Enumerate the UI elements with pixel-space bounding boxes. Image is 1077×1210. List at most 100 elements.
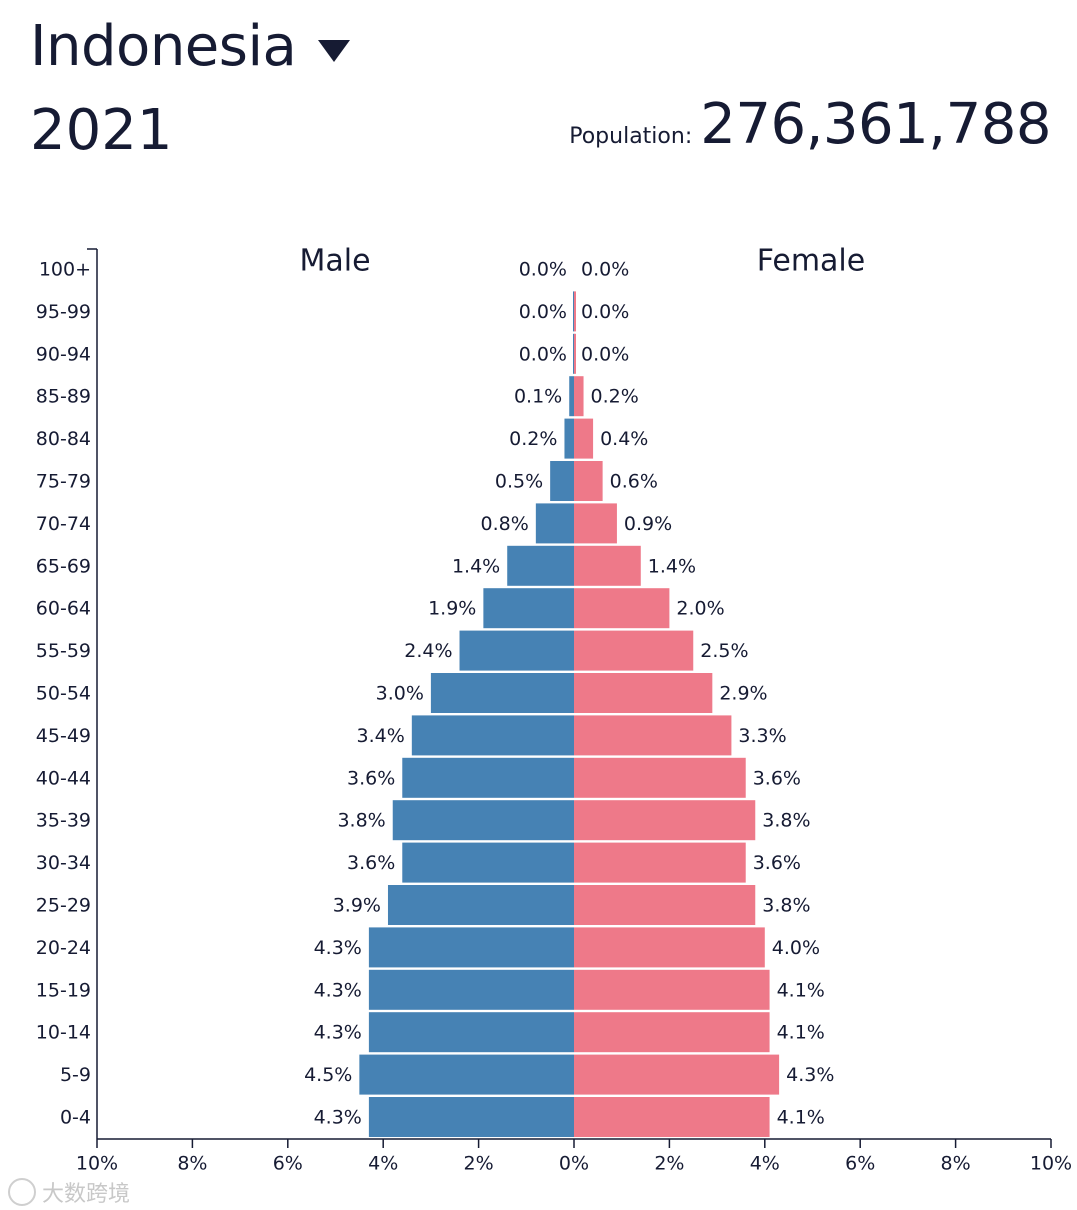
age-group-label: 30-34 xyxy=(36,852,91,874)
male-value-label: 3.0% xyxy=(376,683,424,705)
age-group-label: 55-59 xyxy=(36,640,91,662)
x-tick-label: 0% xyxy=(559,1153,589,1175)
female-bar-40-44 xyxy=(574,757,746,798)
male-bar-50-54 xyxy=(430,673,574,713)
female-bar-55-59 xyxy=(574,630,694,671)
age-group-label: 45-49 xyxy=(36,725,91,747)
male-bar-20-24 xyxy=(368,927,574,968)
x-tick-label: 10% xyxy=(76,1153,118,1175)
male-bar-30-34 xyxy=(402,842,574,883)
female-value-label: 0.2% xyxy=(591,386,639,408)
female-bar-15-19 xyxy=(574,969,770,1010)
x-tick-label: 8% xyxy=(941,1153,971,1175)
male-hairline-90-94 xyxy=(573,333,575,374)
age-group-label: 35-39 xyxy=(36,810,91,832)
female-bar-10-14 xyxy=(574,1012,770,1053)
age-group-label: 20-24 xyxy=(36,937,91,959)
male-bar-85-89 xyxy=(569,376,574,417)
male-value-label: 2.4% xyxy=(404,640,452,662)
male-bar-40-44 xyxy=(402,757,574,798)
male-value-label: 0.5% xyxy=(495,471,543,493)
header: Indonesia 2021 Population: 276,361,788 xyxy=(0,0,1077,180)
female-value-label: 2.9% xyxy=(719,683,767,705)
male-bar-0-4 xyxy=(368,1097,574,1137)
female-value-label: 0.4% xyxy=(600,428,648,450)
age-group-label: 75-79 xyxy=(36,471,91,493)
female-bar-5-9 xyxy=(574,1054,780,1095)
age-group-label: 60-64 xyxy=(36,598,91,620)
year-label: 2021 xyxy=(30,98,173,163)
age-group-label: 40-44 xyxy=(36,767,91,789)
age-group-label: 95-99 xyxy=(36,301,91,323)
x-tick-label: 4% xyxy=(368,1153,398,1175)
age-group-label: 90-94 xyxy=(36,343,91,365)
female-hairline-95-99 xyxy=(574,291,576,332)
male-bar-80-84 xyxy=(564,418,574,459)
female-value-label: 2.0% xyxy=(676,598,724,620)
country-name[interactable]: Indonesia xyxy=(30,14,297,79)
x-tick-label: 2% xyxy=(654,1153,684,1175)
female-value-label: 4.1% xyxy=(777,1022,825,1044)
female-bar-85-89 xyxy=(574,376,584,417)
male-value-label: 3.9% xyxy=(333,895,381,917)
female-bar-65-69 xyxy=(574,545,641,586)
female-value-label: 3.8% xyxy=(762,810,810,832)
male-value-label: 0.0% xyxy=(519,301,567,323)
male-bar-70-74 xyxy=(535,503,574,544)
watermark: 大数跨境 xyxy=(8,1176,130,1208)
male-value-label: 4.3% xyxy=(314,979,362,1001)
female-value-label: 3.6% xyxy=(753,767,801,789)
male-hairline-95-99 xyxy=(573,291,575,332)
female-value-label: 4.0% xyxy=(772,937,820,959)
female-value-label: 3.8% xyxy=(762,895,810,917)
age-group-label: 0-4 xyxy=(60,1107,91,1129)
male-value-label: 1.9% xyxy=(428,598,476,620)
age-group-label: 5-9 xyxy=(60,1064,91,1086)
female-bar-75-79 xyxy=(574,461,603,501)
watermark-logo-icon xyxy=(8,1178,36,1206)
female-value-label: 4.1% xyxy=(777,979,825,1001)
female-value-label: 2.5% xyxy=(700,640,748,662)
x-tick-label: 6% xyxy=(273,1153,303,1175)
male-series-label: Male xyxy=(299,244,370,279)
x-tick-label: 8% xyxy=(177,1153,207,1175)
female-bar-50-54 xyxy=(574,673,713,713)
female-hairline-90-94 xyxy=(574,333,576,374)
male-value-label: 3.6% xyxy=(347,767,395,789)
x-tick-label: 10% xyxy=(1030,1153,1072,1175)
female-bar-70-74 xyxy=(574,503,617,544)
age-group-label: 80-84 xyxy=(36,428,91,450)
male-bar-75-79 xyxy=(550,461,574,501)
female-value-label: 1.4% xyxy=(648,555,696,577)
male-bar-10-14 xyxy=(368,1012,574,1053)
male-value-label: 0.0% xyxy=(519,343,567,365)
age-group-label: 10-14 xyxy=(36,1022,91,1044)
age-group-label: 100+ xyxy=(39,259,91,281)
female-series-label: Female xyxy=(757,244,865,279)
male-value-label: 3.6% xyxy=(347,852,395,874)
male-bar-55-59 xyxy=(459,630,574,671)
x-tick-label: 4% xyxy=(750,1153,780,1175)
female-bar-0-4 xyxy=(574,1097,770,1137)
age-group-label: 25-29 xyxy=(36,895,91,917)
age-group-label: 65-69 xyxy=(36,555,91,577)
female-bar-20-24 xyxy=(574,927,765,968)
age-group-label: 50-54 xyxy=(36,683,91,705)
male-value-label: 4.3% xyxy=(314,1022,362,1044)
x-tick-label: 2% xyxy=(464,1153,494,1175)
female-value-label: 4.1% xyxy=(777,1107,825,1129)
female-bar-25-29 xyxy=(574,885,756,925)
male-value-label: 3.4% xyxy=(357,725,405,747)
male-value-label: 0.8% xyxy=(481,513,529,535)
male-value-label: 1.4% xyxy=(452,555,500,577)
caret-down-icon[interactable] xyxy=(318,40,351,62)
female-value-label: 0.0% xyxy=(581,343,629,365)
x-tick-label: 6% xyxy=(845,1153,875,1175)
male-value-label: 0.0% xyxy=(519,259,567,281)
male-value-label: 0.2% xyxy=(509,428,557,450)
male-value-label: 0.1% xyxy=(514,386,562,408)
male-bar-35-39 xyxy=(392,800,574,841)
female-value-label: 0.0% xyxy=(581,301,629,323)
country-selector[interactable]: Indonesia xyxy=(30,12,351,82)
